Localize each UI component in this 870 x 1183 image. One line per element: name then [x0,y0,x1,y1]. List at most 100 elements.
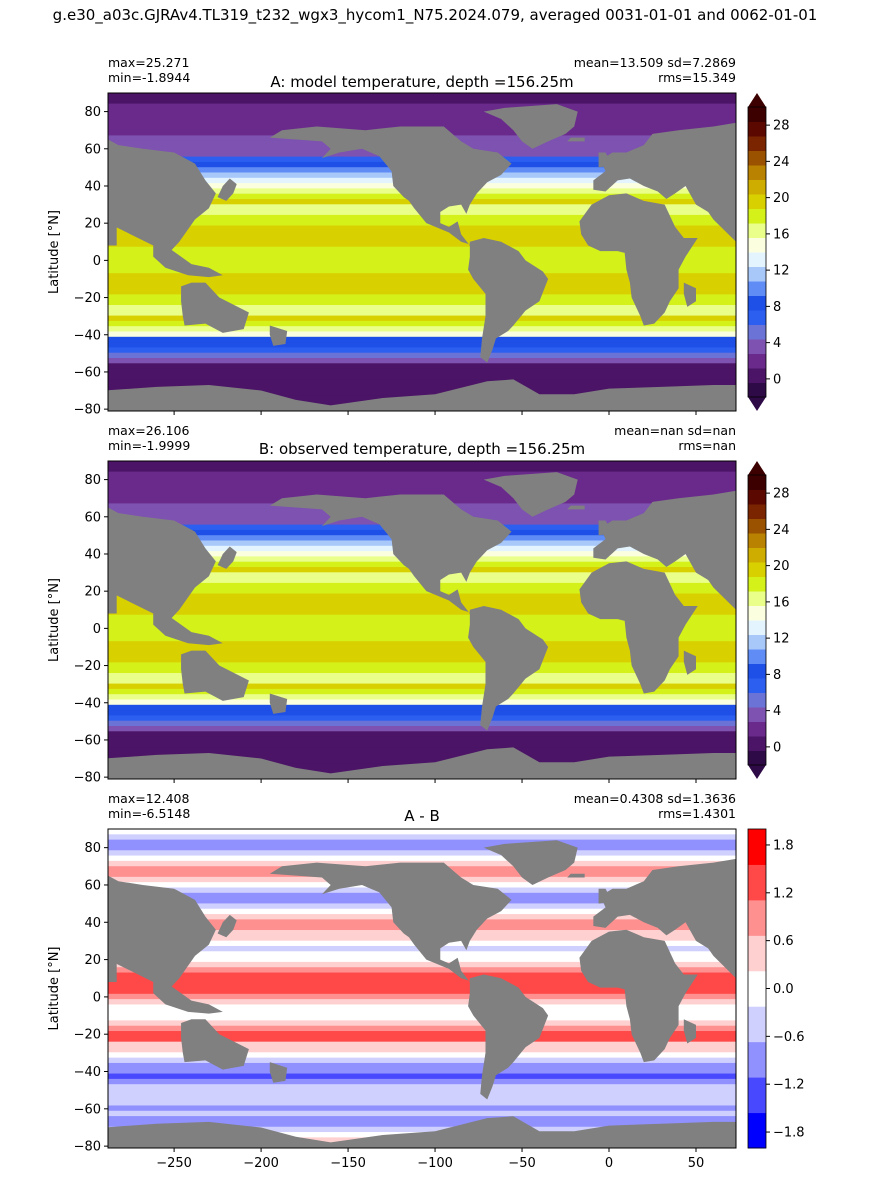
panel-a-mean-sd: mean=13.509 sd=7.2869 [573,55,736,70]
colorbar-step [748,620,766,635]
land-eurasia [108,875,216,994]
ytick-label: 40 [84,916,101,931]
colorbar-step [748,864,766,901]
land-australia [181,650,249,701]
colorbar-step [748,165,766,180]
land-southAmerica [468,238,549,363]
land-newZealand [269,1062,288,1083]
colorbar-tick-label: 1.2 [773,886,794,901]
colorbar-step [748,223,766,238]
ytick-label: 0 [93,622,101,637]
panel-c-stats-right: mean=0.4308 sd=1.3636 rms=1.4301 [574,791,736,821]
colorbar-step [748,750,766,766]
ytick-label: 40 [84,547,101,562]
colorbar-tick-label: 0.6 [773,934,794,949]
land-japan [217,914,237,938]
land-eurasia [108,139,216,257]
land-australia [181,282,249,333]
panel-b-title: B: observed temperature, depth =156.25m [258,440,586,458]
colorbar-step [748,547,766,563]
land-asiaArchipelago [153,613,223,646]
land-britain [598,888,613,904]
land-newZealand [269,325,288,346]
ytick-label: 60 [84,510,101,525]
colorbar-frame [747,828,767,1149]
land-eurasiaEast [593,461,736,610]
colorbar-step [748,281,766,296]
ytick-label: −80 [74,771,101,786]
panel-b-max: max=26.106 [108,423,190,438]
ytick-label: 0 [93,990,101,1005]
xtick-label: −50 [508,1156,535,1171]
land-southAmerica [468,606,549,731]
ytick-label: −40 [74,696,101,711]
panel-c-stats-left: max=12.408 min=-6.5148 [108,791,190,821]
land-asiaArchipelago [153,981,223,1014]
ytick-label: 80 [84,841,101,856]
colorbar-frame [747,106,767,398]
land-antarctica [108,1116,736,1148]
land-iceland [567,505,585,510]
panel-a-colorbar: 0 4 8 12 16 20 24 28 [747,93,790,411]
colorbar-extend-max [748,93,766,107]
xtick-label: −200 [243,1156,279,1171]
panel-b-field [108,461,736,779]
colorbar-tick-label: 24 [773,523,790,538]
colorbar-step [748,382,766,398]
xtick-label: 0 [605,1156,613,1171]
ytick-label: 80 [84,473,101,488]
land-eurasiaEast [593,93,736,242]
colorbar-step [748,237,766,253]
panel-b-stats-right: mean=nan sd=nan rms=nan [614,423,736,453]
colorbar-step [748,562,766,577]
colorbar-step [748,518,766,534]
land-madagascar [683,650,696,675]
colorbar-tick-label: 0 [773,740,781,755]
ytick-label: −80 [74,403,101,418]
ytick-label: −60 [74,1102,101,1117]
land-northAmerica [269,494,512,614]
colorbar-tick-label: 28 [773,487,790,502]
ytick-label: 20 [84,953,101,968]
land-greenland [483,104,578,149]
colorbar-extend-min [748,765,766,779]
colorbar-step [748,634,766,650]
panel-c-frame [107,828,737,1149]
panel-c-rms: rms=1.4301 [658,806,736,821]
ylabel: Latitude [°N] [47,946,62,1030]
colorbar-tick-label: 8 [773,668,781,683]
colorbar-extend-max [748,461,766,475]
panel-c-colorbar: −1.8 −1.2 −0.6 0.0 0.6 1.2 1.8 [747,828,805,1149]
colorbar-step [748,353,766,369]
land-madagascar [683,1019,696,1044]
panel-a-rms: rms=15.349 [658,70,736,85]
land-indiaSub [108,589,117,614]
panel-c-field [108,829,736,1148]
ytick-label: −20 [74,659,101,674]
ytick-label: 20 [84,585,101,600]
colorbar-step [748,649,766,664]
colorbar-tick-label: 28 [773,119,790,134]
colorbar-step [748,533,766,548]
xtick-label: −150 [330,1156,366,1171]
land-northAmerica [269,862,512,982]
land-indiaSub [108,221,117,246]
ytick-label: −60 [74,733,101,748]
colorbar-step [748,935,766,972]
colorbar-step [748,324,766,340]
colorbar-step [748,1112,766,1149]
land-iceland [567,137,585,142]
colorbar-step [748,121,766,137]
colorbar-tick-label: 24 [773,155,790,170]
ytick-label: 20 [84,217,101,232]
colorbar-tick-label: 8 [773,300,781,315]
ytick-label: −40 [74,1065,101,1080]
colorbar-step [748,1006,766,1043]
land-asiaArchipelago [153,245,223,278]
colorbar-tick-label: 0 [773,372,781,387]
ytick-label: 40 [84,179,101,194]
land-africa [579,929,698,1063]
land-japan [217,178,237,201]
colorbar-tick-label: 4 [773,336,781,351]
